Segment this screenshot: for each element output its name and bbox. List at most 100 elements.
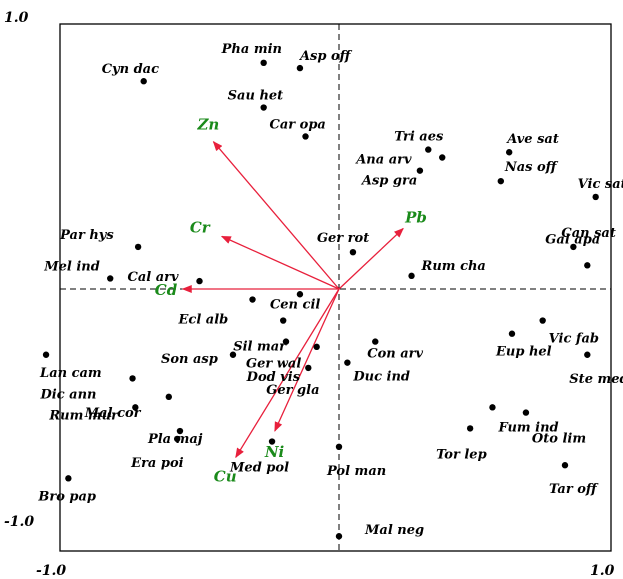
- species-point-pha-min: [260, 59, 267, 67]
- species-point-cyn-dac: [140, 78, 147, 85]
- species-point-dod-vis: [313, 343, 320, 351]
- species-point-asp-off: [296, 64, 304, 72]
- species-points: Pha min Asp off Cyn dac Sau het Car opa Tri a…: [37, 42, 623, 540]
- species-label-bro-pap: Bro pap: [37, 489, 96, 504]
- species-label-eup-hel: Eup hel: [495, 345, 552, 360]
- species-label-mal-neg: Mal neg: [364, 523, 424, 538]
- vector-label-zn: Zn: [196, 116, 219, 134]
- species-point-lan-cam: [42, 351, 50, 358]
- species-point-sau-het: [260, 104, 267, 111]
- species-point-ave-sat: [505, 149, 513, 156]
- plot-frame: [59, 23, 612, 552]
- species-label-cyn-dac: Cyn dac: [102, 62, 159, 77]
- species-label-oto-lim: Oto lim: [532, 432, 586, 447]
- vector-label-pb: Pb: [404, 209, 427, 227]
- species-point-mal-cor: [165, 393, 173, 401]
- species-label-tri-aes: Tri aes: [394, 130, 444, 145]
- species-label-gal-apa: Gal apa: [545, 232, 600, 247]
- species-label-dic-ann: Dic ann: [40, 387, 97, 402]
- species-point-can-sat: [570, 243, 577, 251]
- species-label-mel-ind: Mel ind: [43, 259, 100, 274]
- vector-label-cu: Cu: [214, 467, 237, 485]
- species-point-son-asp: [229, 351, 237, 358]
- species-point-dic-ann: [129, 375, 136, 382]
- species-point-ger-gla: [305, 364, 312, 372]
- x-tick-right: 1.0: [590, 563, 615, 579]
- species-label-cen-cil: Cen cil: [270, 297, 320, 312]
- species-point-ana-arv: [439, 154, 446, 161]
- species-label-rum-mur: Rum mur: [48, 408, 119, 423]
- species-point-tar-off: [561, 462, 569, 469]
- species-point-sil-mar: [280, 317, 287, 324]
- species-label-can-sat: Can sat: [561, 226, 616, 241]
- x-tick-left: -1.0: [36, 563, 66, 579]
- species-point-ecl-alb: [249, 296, 256, 303]
- species-point-rum-cha: [408, 272, 415, 280]
- species-label-ana-arv: Ana arv: [354, 153, 412, 168]
- species-label-pha-min: Pha min: [221, 42, 282, 57]
- species-point-era-poi: [173, 435, 181, 443]
- species-point-gal-apa: [584, 262, 591, 269]
- species-label-son-asp: Son asp: [161, 352, 218, 367]
- species-label-fum-ind: Fum ind: [497, 420, 558, 435]
- species-point-vic-sat: [592, 193, 599, 201]
- species-point-asp-gra: [416, 167, 424, 174]
- species-point-mel-ind: [107, 275, 114, 282]
- species-label-vic-fab: Vic fab: [549, 332, 599, 347]
- environmental-vectors: Zn Cr Cd Pb Ni Cu: [155, 116, 427, 486]
- species-label-tar-off: Tar off: [549, 482, 599, 497]
- vector-cu: [235, 288, 340, 459]
- species-point-tri-aes: [425, 146, 432, 153]
- species-label-ger-wal: Ger wal: [246, 357, 301, 372]
- species-label-mal-cor: Mal cor: [84, 406, 142, 421]
- species-label-ave-sat: Ave sat: [505, 132, 559, 147]
- species-point-pla-maj: [176, 427, 184, 435]
- species-point-mal-neg: [335, 533, 343, 540]
- species-label-pol-man: Pol man: [326, 464, 386, 479]
- species-point-eup-hel: [508, 330, 516, 337]
- species-point-nas-off: [497, 177, 505, 185]
- vector-label-cd: Cd: [155, 281, 178, 299]
- species-label-sau-het: Sau het: [228, 89, 284, 104]
- species-label-ger-gla: Ger gla: [266, 383, 319, 398]
- vector-zn: [212, 140, 340, 290]
- species-label-sil-mar: Sil mar: [233, 340, 287, 355]
- species-point-bro-pap: [65, 475, 72, 482]
- species-point-tor-lep: [466, 425, 474, 432]
- species-label-rum-cha: Rum cha: [421, 259, 486, 274]
- species-point-rum-mur: [132, 404, 139, 411]
- y-tick-top: 1.0: [4, 10, 29, 26]
- species-label-ger-rot: Ger rot: [317, 231, 369, 246]
- species-label-era-poi: Era poi: [130, 456, 183, 471]
- species-point-cen-cil: [296, 291, 304, 298]
- vector-cr: [220, 235, 340, 290]
- species-label-med-pol: Med pol: [229, 461, 289, 476]
- species-label-con-arv: Con arv: [367, 347, 423, 362]
- species-label-ecl-alb: Ecl alb: [178, 313, 229, 328]
- species-point-ger-wal: [282, 338, 290, 345]
- species-label-par-hys: Par hys: [59, 228, 114, 243]
- vector-pb: [338, 227, 404, 290]
- vector-label-cr: Cr: [190, 218, 211, 236]
- vector-label-ni: Ni: [264, 443, 285, 461]
- species-point-cal-arv: [196, 277, 203, 285]
- vector-ni: [274, 288, 340, 432]
- species-label-ste-med: Ste med: [569, 372, 623, 387]
- y-tick-bottom: -1.0: [4, 514, 34, 530]
- species-label-tor-lep: Tor lep: [436, 447, 487, 462]
- species-point-fum-ind: [489, 404, 496, 411]
- species-label-asp-gra: Asp gra: [360, 174, 417, 189]
- species-point-duc-ind: [344, 359, 351, 366]
- species-label-lan-cam: Lan cam: [39, 366, 102, 381]
- species-point-car-opa: [302, 133, 309, 140]
- species-label-vic-sat: Vic sat: [578, 177, 623, 192]
- species-label-asp-off: Asp off: [298, 49, 353, 64]
- species-label-duc-ind: Duc ind: [352, 370, 410, 385]
- species-label-cal-arv: Cal arv: [128, 270, 180, 285]
- species-label-dod-vis: Dod vis: [246, 370, 301, 385]
- species-point-con-arv: [372, 338, 379, 345]
- species-point-par-hys: [134, 243, 142, 251]
- species-point-ste-med: [584, 351, 591, 358]
- species-label-nas-off: Nas off: [504, 160, 559, 175]
